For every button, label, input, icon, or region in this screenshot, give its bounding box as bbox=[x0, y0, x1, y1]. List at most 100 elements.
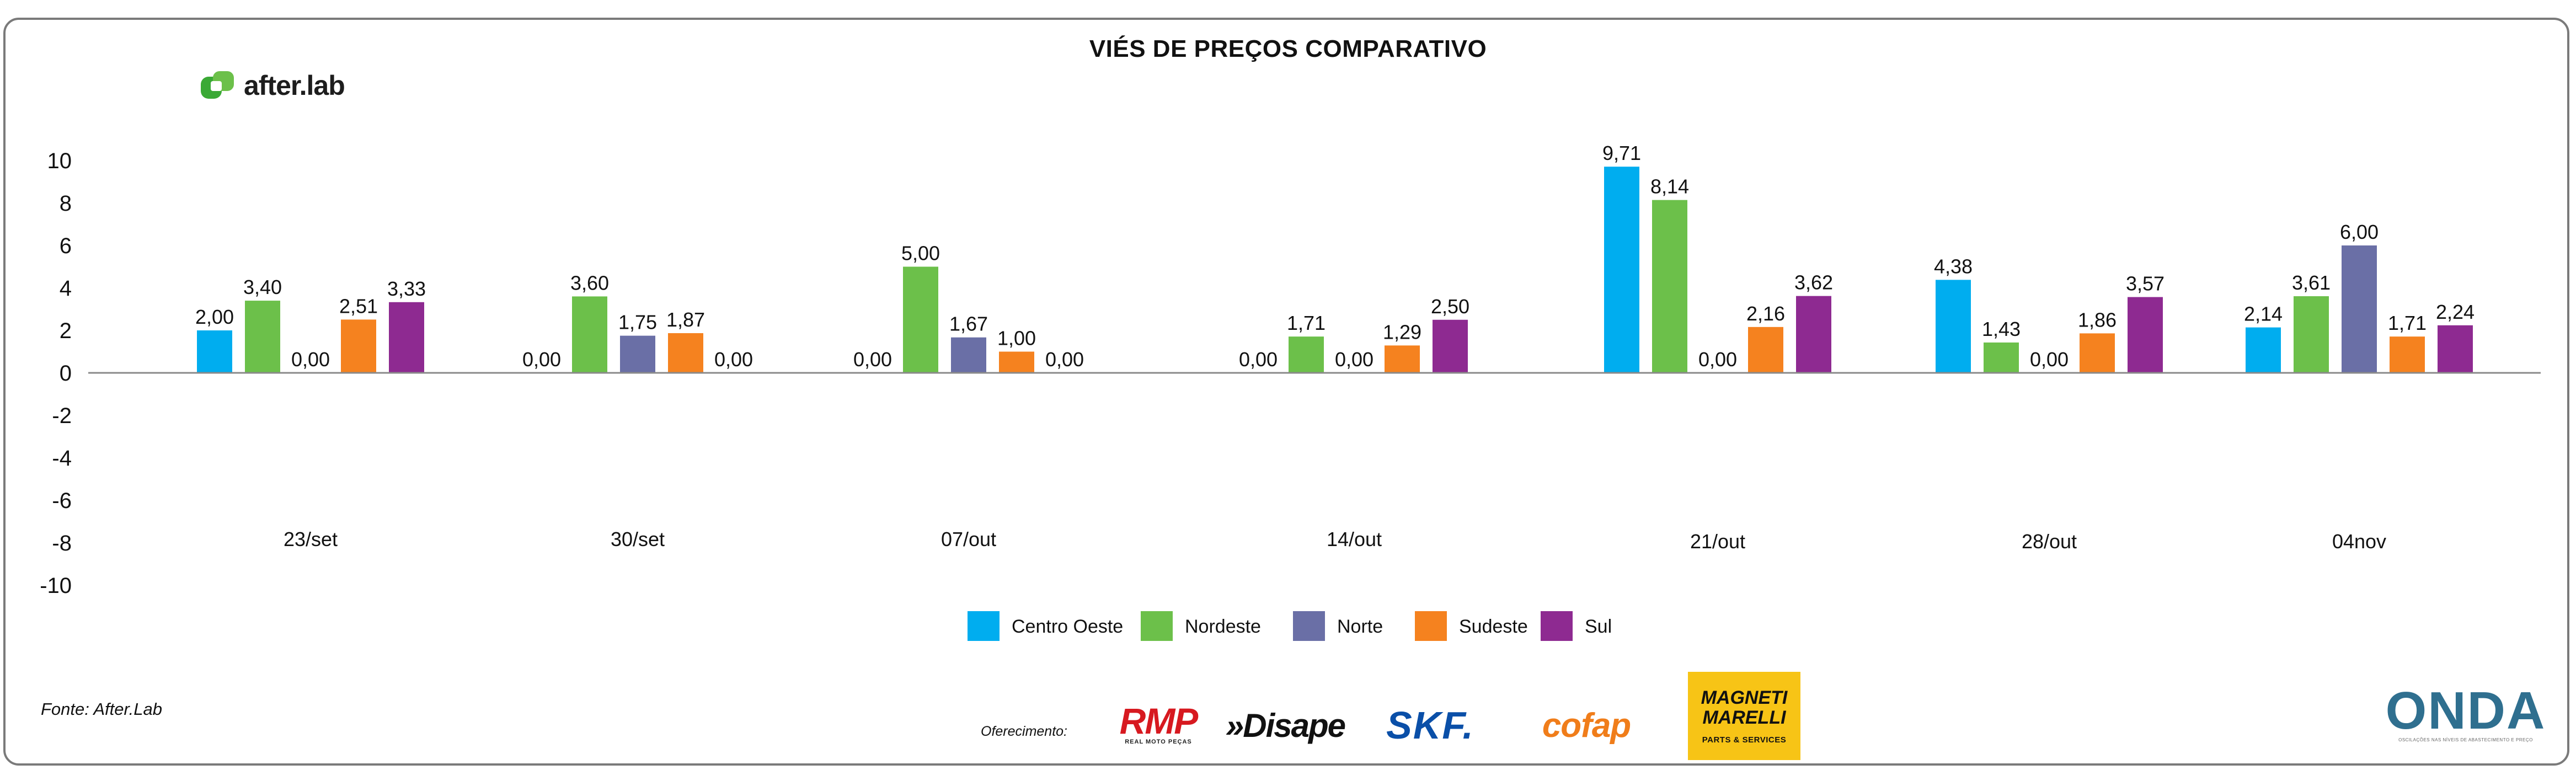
bar-value-label: 0,00 bbox=[1698, 348, 1737, 371]
bar-value-label: 2,24 bbox=[2436, 301, 2475, 323]
bar-value-label: 0,00 bbox=[2030, 348, 2069, 371]
legend-swatch bbox=[1541, 611, 1573, 641]
bar-value-label: 0,00 bbox=[1045, 348, 1084, 371]
afterlab-logo-icon bbox=[199, 69, 237, 102]
bar-sul bbox=[1433, 319, 1468, 373]
bar-value-label: 3,57 bbox=[2126, 272, 2165, 295]
bar-value-label: 1,43 bbox=[1982, 318, 2021, 340]
bar-norte bbox=[951, 337, 986, 373]
x-axis: 23/set 30/set 07/out 14/out 21/out 28/out 04no… bbox=[284, 528, 2386, 553]
rmp-logo-tagline: REAL MOTO PEÇAS bbox=[1125, 739, 1192, 745]
x-category-label: 30/set bbox=[611, 528, 665, 550]
y-tick-label: -6 bbox=[52, 489, 72, 513]
y-axis: 10 8 6 4 2 0 -2 -4 -6 -8 -10 bbox=[40, 149, 72, 598]
x-category-label: 21/out bbox=[1690, 530, 1745, 553]
bar-sudeste bbox=[668, 333, 703, 373]
bar-value-label: 4,38 bbox=[1934, 255, 1973, 277]
bar-value-label: 3,62 bbox=[1794, 271, 1833, 294]
legend-swatch bbox=[1415, 611, 1447, 641]
y-tick-label: 4 bbox=[60, 276, 72, 301]
bar-value-label: 1,87 bbox=[666, 308, 705, 331]
bar-value-label: 3,33 bbox=[387, 277, 426, 300]
bar-value-label: 8,14 bbox=[1650, 175, 1689, 198]
bar-value-label: 2,16 bbox=[1746, 302, 1785, 325]
bar-norte bbox=[620, 335, 655, 373]
chart-frame bbox=[3, 18, 2569, 766]
bar-nordeste bbox=[1652, 200, 1687, 373]
bar-value-label: 0,00 bbox=[714, 348, 753, 371]
bar-value-label: 0,00 bbox=[853, 348, 892, 371]
bar-value-label: 2,50 bbox=[1431, 295, 1469, 318]
bar-sudeste bbox=[1385, 345, 1420, 373]
bar-value-label: 2,51 bbox=[339, 295, 378, 317]
bar-nordeste bbox=[2294, 296, 2329, 373]
afterlab-logo: after.lab bbox=[199, 66, 345, 105]
skf-logo: SKF. bbox=[1386, 704, 1474, 747]
bar-sul bbox=[2128, 297, 2163, 373]
x-category-label: 23/set bbox=[284, 528, 338, 550]
bar-nordeste bbox=[903, 266, 938, 373]
rmp-logo: RMP REAL MOTO PEÇAS bbox=[1109, 699, 1208, 749]
legend-label: Nordeste bbox=[1185, 616, 1261, 637]
bar-sudeste bbox=[1748, 327, 1783, 373]
magneti-marelli-logo: MAGNETI MARELLI PARTS & SERVICES bbox=[1688, 672, 1800, 760]
y-tick-label: -10 bbox=[40, 574, 72, 598]
magneti-marelli-logo-sub: PARTS & SERVICES bbox=[1702, 735, 1787, 745]
afterlab-logo-text: after.lab bbox=[244, 70, 345, 101]
x-category-label: 28/out bbox=[2022, 530, 2077, 553]
bar-sudeste bbox=[341, 319, 376, 373]
legend-swatch bbox=[1141, 611, 1173, 641]
bar-centro-oeste bbox=[1936, 280, 1971, 373]
bar-value-label: 2,14 bbox=[2244, 303, 2283, 325]
bar-value-label: 0,00 bbox=[1239, 348, 1278, 371]
source-note: Fonte: After.Lab bbox=[41, 699, 162, 719]
onda-logo-sub: OSCILAÇÕES NAS NÍVEIS DE ABASTECIMENTO E… bbox=[2398, 737, 2533, 742]
bar-norte bbox=[2342, 245, 2377, 373]
rmp-logo-text: RMP bbox=[1119, 701, 1199, 741]
y-tick-label: 2 bbox=[60, 319, 72, 343]
chart-title: VIÉS DE PREÇOS COMPARATIVO bbox=[1089, 35, 1487, 62]
bar-value-label: 1,71 bbox=[2388, 312, 2427, 334]
bar-centro-oeste bbox=[1604, 167, 1639, 373]
onda-logo: ONDA OSCILAÇÕES NAS NÍVEIS DE ABASTECIME… bbox=[2383, 677, 2548, 749]
offer-label: Oferecimento: bbox=[981, 724, 1068, 739]
bar-sul bbox=[2438, 325, 2473, 373]
x-category-label: 07/out bbox=[941, 528, 996, 550]
legend-label: Centro Oeste bbox=[1012, 616, 1123, 637]
bar-value-label: 1,00 bbox=[997, 327, 1036, 350]
y-tick-label: -2 bbox=[52, 404, 72, 428]
y-tick-label: -4 bbox=[52, 446, 72, 470]
y-tick-label: 10 bbox=[47, 149, 72, 173]
bar-value-label: 3,40 bbox=[243, 276, 282, 298]
y-tick-label: -8 bbox=[52, 531, 72, 555]
bar-centro-oeste bbox=[197, 330, 232, 373]
legend-swatch bbox=[1293, 611, 1325, 641]
bar-value-label: 5,00 bbox=[901, 242, 940, 265]
y-tick-label: 0 bbox=[60, 361, 72, 386]
bar-sul bbox=[389, 302, 424, 373]
bar-value-label: 0,00 bbox=[522, 348, 561, 371]
bar-nordeste bbox=[1984, 342, 2019, 373]
x-category-label: 04nov bbox=[2332, 530, 2386, 553]
disape-logo: »Disape bbox=[1225, 707, 1346, 744]
bar-value-label: 1,67 bbox=[949, 313, 988, 335]
bar-value-label: 1,75 bbox=[618, 311, 657, 334]
bar-value-label: 2,00 bbox=[195, 306, 234, 328]
y-tick-label: 8 bbox=[60, 191, 72, 216]
bar-value-label: 3,60 bbox=[570, 271, 609, 294]
bar-value-label: 3,61 bbox=[2292, 271, 2331, 294]
bar-value-label: 0,00 bbox=[1335, 348, 1373, 371]
legend: Centro Oeste Nordeste Norte Sudeste Sul bbox=[968, 611, 1612, 641]
y-tick-label: 6 bbox=[60, 234, 72, 258]
legend-label: Norte bbox=[1337, 616, 1383, 637]
magneti-marelli-logo-text: MAGNETI MARELLI bbox=[1701, 687, 1788, 728]
x-category-label: 14/out bbox=[1327, 528, 1382, 550]
bar-sudeste bbox=[2390, 336, 2425, 373]
cofap-logo: cofap bbox=[1542, 706, 1631, 745]
bar-sudeste bbox=[2080, 333, 2115, 373]
legend-label: Sul bbox=[1585, 616, 1612, 637]
bar-nordeste bbox=[245, 301, 280, 373]
bar-nordeste bbox=[572, 296, 607, 373]
bar-value-label: 9,71 bbox=[1602, 142, 1641, 164]
